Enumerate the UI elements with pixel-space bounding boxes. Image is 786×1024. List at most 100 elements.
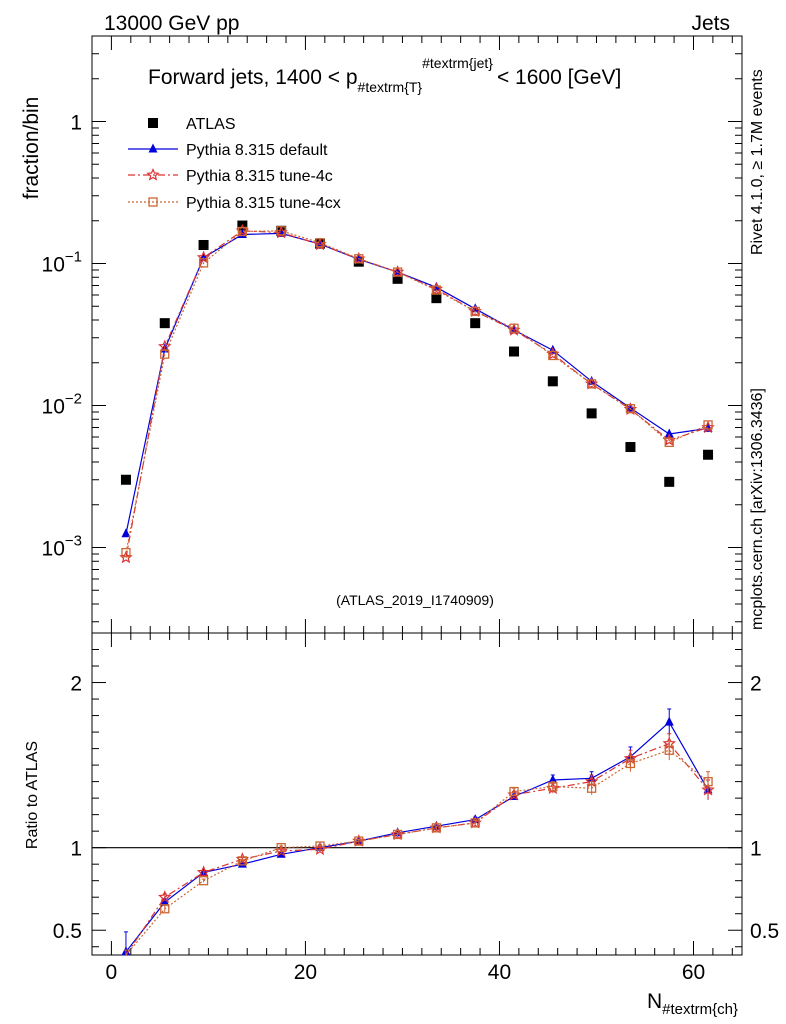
main-ylabel: fraction/bin [20, 97, 43, 200]
ratio-point [158, 890, 172, 903]
ratio-point [509, 786, 519, 797]
ratio-frame [91, 632, 743, 956]
ratio-xtick-labels: 0 20 40 60 [106, 961, 706, 984]
legend-marker [146, 167, 160, 181]
main-point [625, 442, 636, 453]
main-ytick-label: 10−2 [42, 391, 82, 419]
ytick-label-base: 10 [42, 538, 65, 561]
main-point [431, 293, 442, 304]
main-point [237, 226, 248, 237]
main-point [160, 349, 170, 359]
title-superscript: #textrm{jet} [422, 55, 493, 71]
main-point [198, 258, 209, 268]
main-ytick-label: 10−3 [42, 533, 82, 561]
main-point [625, 404, 636, 414]
ratio-xlabel: N#textrm{ch} [647, 990, 738, 1018]
ratio-xtick-label: 20 [294, 961, 317, 984]
ratio-point [198, 876, 209, 886]
ratio-point [703, 776, 713, 787]
main-ytick-label: 10−1 [42, 248, 82, 276]
ratio-ticks [92, 632, 742, 955]
main-point [121, 528, 131, 538]
title-suffix: < 1600 [GeV] [497, 66, 621, 89]
main-ytick-labels: 10−310−210−11 [42, 111, 82, 560]
main-point [196, 250, 211, 264]
ratio-series-line [125, 742, 709, 956]
main-point [509, 346, 520, 357]
main-series-line [125, 230, 709, 553]
main-series-group [119, 220, 715, 564]
main-point [121, 547, 131, 558]
title-subscript: #textrm{T} [358, 79, 423, 95]
main-ticks [92, 35, 742, 633]
ratio-point [431, 823, 442, 833]
ratio-series-group [121, 708, 715, 956]
ratio-point [354, 836, 364, 846]
ratio-point [548, 774, 558, 784]
main-point [703, 420, 713, 430]
ratio-ylabel: Ratio to ATLAS [24, 741, 41, 849]
main-ytick-label: 1 [70, 111, 82, 134]
ratio-xtick-label: 40 [488, 961, 511, 984]
ratio-ytick-label-right: 2 [750, 673, 762, 696]
ratio-point [276, 843, 286, 853]
ratio-series-0 [121, 708, 713, 956]
legend-label: Pythia 8.315 default [186, 142, 328, 159]
ratio-ytick-label-right: 1 [750, 838, 762, 861]
title-prefix: Forward jets, 1400 < p [148, 66, 358, 89]
ratio-point [237, 856, 248, 866]
main-point [120, 474, 131, 485]
legend-marker [148, 143, 158, 153]
ytick-label-base: 10 [42, 253, 65, 276]
main-point [625, 402, 635, 412]
main-panel: 10−310−210−11 fraction/bin Forward jets,… [20, 35, 743, 634]
ytick-label-exponent: −2 [65, 391, 82, 408]
ratio-panel: 0.5 0.5 1 1 2 2 0 20 40 60 Ratio to ATLAS N#text… [24, 632, 779, 1018]
main-point [470, 306, 480, 317]
main-point [392, 267, 403, 277]
ratio-point [664, 745, 674, 755]
legend-marker [148, 118, 158, 128]
main-series-0 [120, 220, 714, 487]
main-point [664, 476, 675, 487]
ytick-label-exponent: −1 [65, 248, 82, 265]
ratio-ytick-labels: 0.5 0.5 1 1 2 2 [53, 673, 779, 944]
plot-title: Forward jets, 1400 < p#textrm{T} #textrm{… [148, 55, 621, 95]
main-point [586, 379, 597, 389]
main-point [664, 437, 674, 448]
main-series-2 [119, 223, 715, 564]
header-right: Jets [691, 12, 730, 35]
main-point [664, 428, 674, 438]
ratio-ytick-label: 1 [70, 838, 82, 861]
main-point [354, 254, 364, 264]
header-left: 13000 GeV pp [104, 12, 239, 35]
ratio-point [160, 904, 170, 914]
ratio-series-line [125, 749, 709, 956]
ratio-point [586, 783, 597, 793]
main-point [548, 350, 558, 361]
ratio-point [548, 781, 558, 792]
analysis-watermark: (ATLAS_2019_I1740909) [336, 592, 494, 608]
ratio-point [392, 829, 403, 840]
main-point [392, 273, 403, 284]
ratio-series-2 [123, 739, 713, 956]
main-point [315, 238, 325, 248]
main-series-line [125, 232, 709, 534]
rivet-label: Rivet 4.1.0, ≥ 1.7M events [749, 69, 766, 255]
ratio-xtick-label: 0 [106, 961, 118, 984]
ratio-point [664, 716, 674, 726]
ratio-ytick-label-right: 0.5 [750, 920, 779, 943]
main-point [547, 376, 558, 387]
mcplots-label: mcplots.cern.ch [arXiv:1306.3436] [749, 388, 766, 630]
main-series-3 [121, 226, 713, 558]
main-point [159, 318, 170, 329]
ratio-point [196, 865, 211, 879]
legend-label: Pythia 8.315 tune-4c [186, 168, 333, 185]
ratio-xtick-label: 60 [682, 961, 705, 984]
main-point [470, 318, 481, 329]
ratio-point [625, 758, 636, 769]
main-point [198, 239, 209, 250]
legend-marker [148, 197, 158, 207]
xlabel-subscript: #textrm{ch} [662, 1001, 738, 1018]
